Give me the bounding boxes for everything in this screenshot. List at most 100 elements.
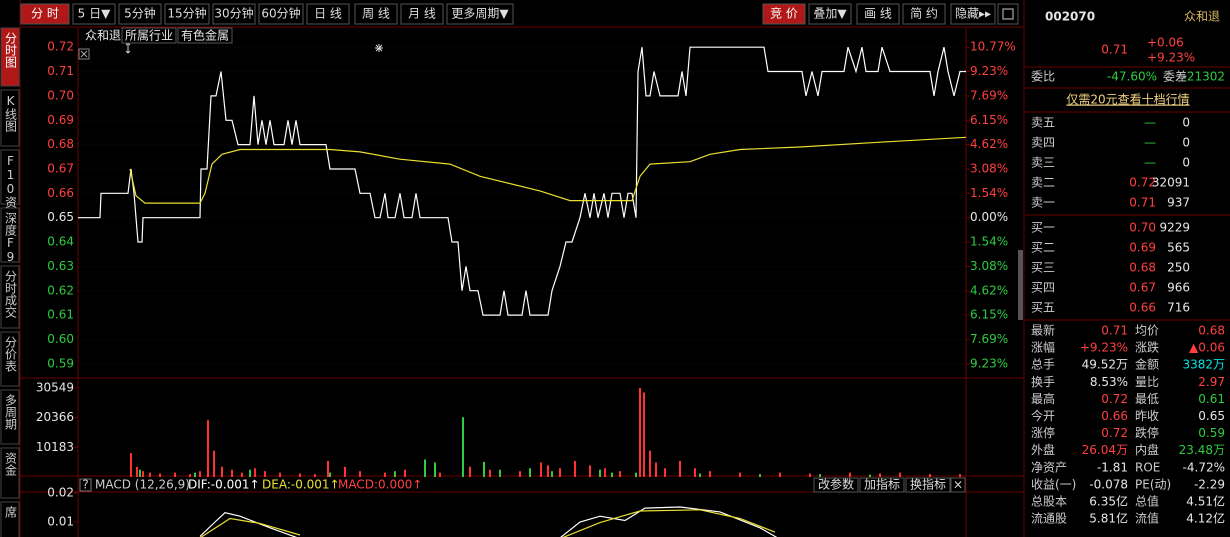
toolbar-label: 5分钟	[124, 6, 156, 21]
book-label: 卖一	[1031, 196, 1055, 210]
side-tab[interactable]	[0, 149, 20, 205]
book-label: 卖二	[1031, 176, 1055, 190]
book-volume: 716	[1167, 301, 1190, 315]
indicator-button[interactable]	[813, 477, 859, 493]
side-tab[interactable]	[0, 27, 20, 87]
stat-value: 23.48万	[1179, 443, 1225, 457]
side-tab-label: 分价表	[4, 336, 18, 372]
volume-bar	[540, 462, 542, 477]
toolbar-button[interactable]	[856, 3, 900, 25]
volume-bar	[254, 468, 256, 477]
toolbar-button[interactable]	[902, 3, 946, 25]
toolbar-button[interactable]	[164, 3, 210, 25]
stat-label: 总值	[1135, 494, 1159, 509]
book-label: 卖四	[1031, 136, 1055, 150]
stat-value: 8.53%	[1090, 375, 1128, 389]
toolbar-label: 叠加▼	[813, 7, 847, 21]
y-tick-label: 0.01	[47, 514, 74, 528]
stat-value: 26.04万	[1082, 443, 1128, 457]
toolbar-button[interactable]	[446, 3, 514, 25]
book-label: 买四	[1031, 281, 1055, 295]
help-label: ?	[82, 478, 88, 492]
indicator-button-label: 加指标	[864, 477, 900, 492]
book-price: 0.72	[1129, 176, 1156, 190]
toolbar-button[interactable]	[72, 3, 116, 25]
indicator-button[interactable]	[950, 477, 966, 493]
window-icon[interactable]	[997, 3, 1019, 25]
indicator-button[interactable]	[859, 477, 905, 493]
y-tick-label: 0.62	[47, 283, 74, 297]
y2-tick-label: 9.23%	[970, 64, 1008, 78]
stat-value: 3382万	[1182, 358, 1225, 372]
side-tab[interactable]	[0, 501, 20, 537]
toolbar-button[interactable]	[354, 3, 398, 25]
y-tick-label: 10183	[36, 440, 74, 454]
y2-tick-label: 3.08%	[970, 259, 1008, 273]
upgrade-link[interactable]: 仅需20元查看十档行情	[1066, 93, 1189, 107]
side-tab[interactable]	[0, 207, 20, 263]
volume-bar	[462, 417, 464, 477]
y-tick-label: 0.59	[47, 356, 74, 370]
volume-bar	[739, 472, 741, 477]
stat-label: 最低	[1135, 392, 1159, 406]
side-tab[interactable]	[0, 447, 20, 499]
book-volume: 0	[1182, 136, 1190, 150]
toolbar-button[interactable]	[20, 3, 70, 25]
stat-value: 2.97	[1198, 375, 1225, 389]
stat-value: 0.65	[1198, 409, 1225, 423]
side-tab[interactable]	[0, 331, 20, 387]
header-label: 众和退	[85, 29, 121, 43]
volume-bar	[709, 471, 711, 477]
volume-bar	[469, 466, 471, 477]
stat-label: PE(动)	[1135, 477, 1171, 491]
y-tick-label: 0.64	[47, 235, 74, 249]
side-tab[interactable]	[0, 89, 20, 147]
stat-label: 净资产	[1031, 460, 1067, 474]
stat-label: 最新	[1031, 323, 1055, 338]
toolbar-button[interactable]	[400, 3, 444, 25]
book-volume: 32091	[1152, 176, 1190, 190]
side-tab[interactable]	[0, 265, 20, 329]
volume-bar	[959, 474, 961, 477]
volume-bar	[279, 472, 281, 477]
volume-bar	[130, 453, 132, 477]
scrollbar[interactable]	[1018, 250, 1023, 320]
close-box[interactable]	[78, 48, 90, 60]
toolbar-label: 分 时	[31, 7, 59, 21]
toolbar-button[interactable]	[306, 3, 350, 25]
book-volume: 0	[1182, 156, 1190, 170]
toolbar-button[interactable]	[808, 3, 852, 25]
side-tab[interactable]	[0, 389, 20, 445]
book-price: 0.69	[1129, 241, 1156, 255]
last-price: 0.71	[1101, 43, 1128, 57]
side-tab-label: 席	[4, 505, 18, 518]
volume-bar	[899, 472, 901, 477]
book-price: 0.67	[1129, 281, 1156, 295]
indicator-button[interactable]	[905, 477, 951, 493]
volume-bar	[589, 465, 591, 477]
y-tick-label: 0.72	[47, 40, 74, 54]
volume-bar	[249, 469, 251, 477]
toolbar-button[interactable]	[258, 3, 304, 25]
help-box[interactable]	[79, 478, 92, 492]
volume-bar	[424, 459, 426, 477]
toolbar-button[interactable]	[950, 3, 996, 25]
volume-bar	[655, 462, 657, 477]
volume-bar	[344, 466, 346, 477]
y2-tick-label: 0.00%	[970, 210, 1008, 224]
y2-tick-label: 4.62%	[970, 283, 1008, 297]
volume-bar	[879, 473, 881, 477]
toolbar-button[interactable]	[212, 3, 256, 25]
y-tick-label: 0.65	[47, 210, 74, 224]
stat-value: +9.23%	[1080, 341, 1128, 355]
volume-bar	[241, 472, 243, 477]
toolbar-label: 30分钟	[214, 6, 253, 21]
stat-label: 流值	[1135, 511, 1159, 526]
toolbar-label: 隐藏▸▸	[955, 7, 991, 21]
y-tick-label: 0.60	[47, 332, 74, 346]
toolbar-button[interactable]	[118, 3, 162, 25]
stat-label: 涨停	[1031, 425, 1055, 440]
book-price: 0.70	[1129, 221, 1156, 235]
stat-label: 流通股	[1031, 512, 1067, 526]
toolbar-button[interactable]	[762, 3, 806, 25]
